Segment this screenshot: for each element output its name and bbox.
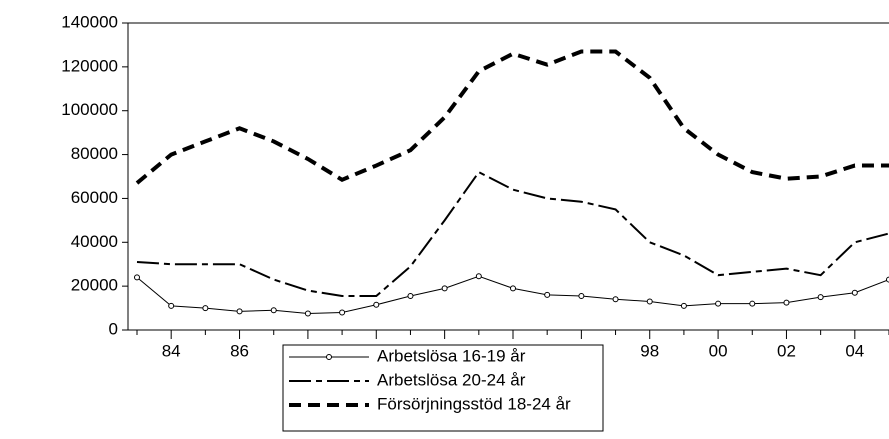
- point: [202, 305, 209, 312]
- series-line: [135, 49, 889, 185]
- point: [680, 302, 687, 309]
- series-line: [136, 275, 889, 315]
- y-tick-label: 120000: [61, 56, 118, 75]
- legend-label: Arbetslösa 16-19 år: [377, 346, 526, 365]
- y-tick-label: 40000: [71, 232, 118, 251]
- y-tick-label: 100000: [61, 100, 118, 119]
- x-tick-label: 86: [230, 341, 249, 360]
- point: [304, 310, 311, 317]
- legend-label: Arbetslösa 20-24 år: [377, 370, 526, 389]
- x-tick-label: 02: [777, 341, 796, 360]
- point: [783, 299, 790, 306]
- point: [134, 274, 140, 281]
- x-tick-label: 98: [640, 341, 659, 360]
- point: [749, 300, 756, 307]
- y-tick-label: 0: [109, 319, 118, 338]
- y-tick-label: 20000: [71, 276, 118, 295]
- y-tick-label: 60000: [71, 188, 118, 207]
- point: [851, 289, 858, 296]
- x-tick-label: 04: [845, 341, 864, 360]
- x-tick-label: 84: [162, 341, 181, 360]
- point: [612, 296, 619, 303]
- y-tick-label: 140000: [61, 12, 118, 31]
- point: [339, 309, 346, 316]
- series-line: [136, 170, 889, 298]
- point: [475, 273, 482, 280]
- point: [886, 276, 889, 283]
- point: [168, 302, 175, 309]
- legend-label: Försörjningsstöd 18-24 år: [377, 394, 571, 413]
- point: [407, 293, 414, 300]
- point: [441, 285, 448, 292]
- point: [510, 285, 516, 292]
- y-tick-label: 80000: [71, 144, 118, 163]
- point: [270, 307, 277, 314]
- point: [817, 294, 824, 301]
- legend-box: [282, 344, 604, 432]
- point: [544, 291, 551, 298]
- point: [646, 298, 653, 305]
- point: [236, 308, 243, 315]
- point: [578, 293, 585, 300]
- point: [373, 301, 380, 308]
- point: [715, 300, 722, 307]
- legend-point: [326, 354, 332, 360]
- x-tick-label: 00: [709, 341, 728, 360]
